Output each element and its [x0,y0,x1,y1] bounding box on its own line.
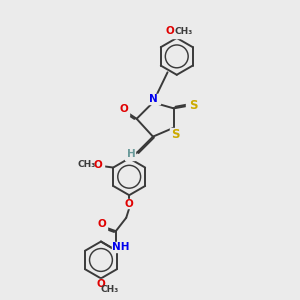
Text: O: O [125,199,134,208]
Bar [168,28,185,38]
Bar [96,279,106,289]
Bar [170,128,181,138]
Text: O: O [166,26,175,36]
Text: O: O [97,279,105,289]
Bar [93,161,104,171]
Text: S: S [171,128,179,141]
Bar [119,105,130,116]
Text: H: H [127,149,135,160]
Text: O: O [120,104,128,114]
Bar [97,221,107,231]
Bar [100,284,118,294]
Bar [124,199,134,208]
Text: CH₃: CH₃ [174,27,192,36]
Text: N: N [148,94,157,104]
Text: O: O [94,160,103,170]
Text: O: O [98,219,106,229]
Text: CH₃: CH₃ [100,285,118,294]
Bar [186,100,198,111]
Bar [146,94,160,104]
Bar [77,160,94,170]
Text: NH: NH [112,242,130,252]
Text: S: S [189,99,198,112]
Text: CH₃: CH₃ [77,160,96,169]
Bar [112,242,127,252]
Bar [125,151,135,160]
